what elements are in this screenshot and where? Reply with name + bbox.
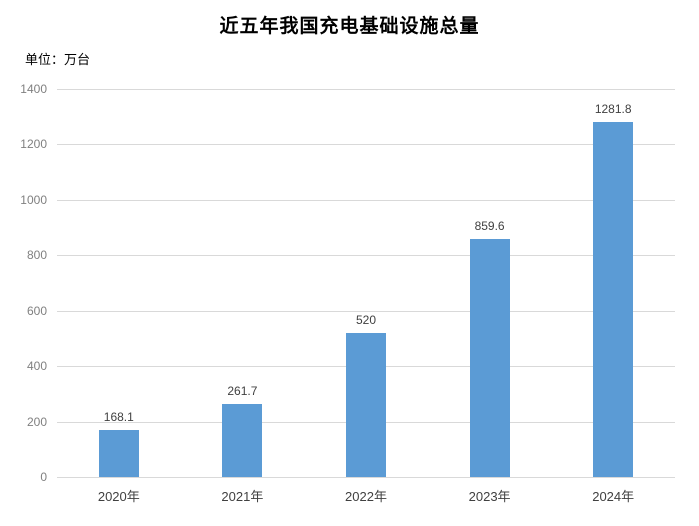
x-axis-category-label: 2021年 — [221, 489, 264, 504]
y-axis-tick-label: 400 — [26, 359, 47, 374]
y-axis-tick-label: 200 — [26, 414, 47, 429]
unit-label: 单位：万台 — [25, 52, 91, 67]
bar-2023年 — [469, 238, 510, 477]
gridline — [57, 477, 675, 478]
chart-title: 近五年我国充电基础设施总量 — [219, 15, 480, 37]
gridline — [57, 255, 675, 257]
gridline — [57, 199, 675, 201]
gridline — [57, 310, 675, 312]
bar-2024年 — [593, 121, 634, 477]
bar-2022年 — [346, 332, 386, 477]
bar-2020年 — [98, 430, 139, 477]
bar-value-label: 1281.8 — [594, 101, 632, 116]
bar-value-label: 168.1 — [103, 410, 134, 425]
gridline — [57, 89, 675, 90]
y-axis-tick-label: 1200 — [20, 137, 47, 152]
bar-value-label: 261.7 — [227, 384, 258, 399]
x-axis-category-label: 2020年 — [97, 489, 140, 504]
y-axis-tick-label: 0 — [40, 470, 47, 484]
gridline — [57, 144, 675, 146]
y-axis-tick-label: 1000 — [20, 192, 47, 207]
x-axis-category-label: 2022年 — [345, 489, 387, 504]
bar-2021年 — [222, 404, 263, 477]
y-axis-tick-label: 1400 — [20, 82, 47, 96]
bar-value-label: 520 — [355, 312, 377, 327]
x-axis-category-label: 2023年 — [468, 489, 511, 504]
y-axis-tick-label: 800 — [26, 248, 47, 263]
y-axis-tick-label: 600 — [26, 303, 47, 318]
bar-value-label: 859.6 — [474, 218, 505, 233]
x-axis-category-label: 2024年 — [592, 489, 635, 504]
